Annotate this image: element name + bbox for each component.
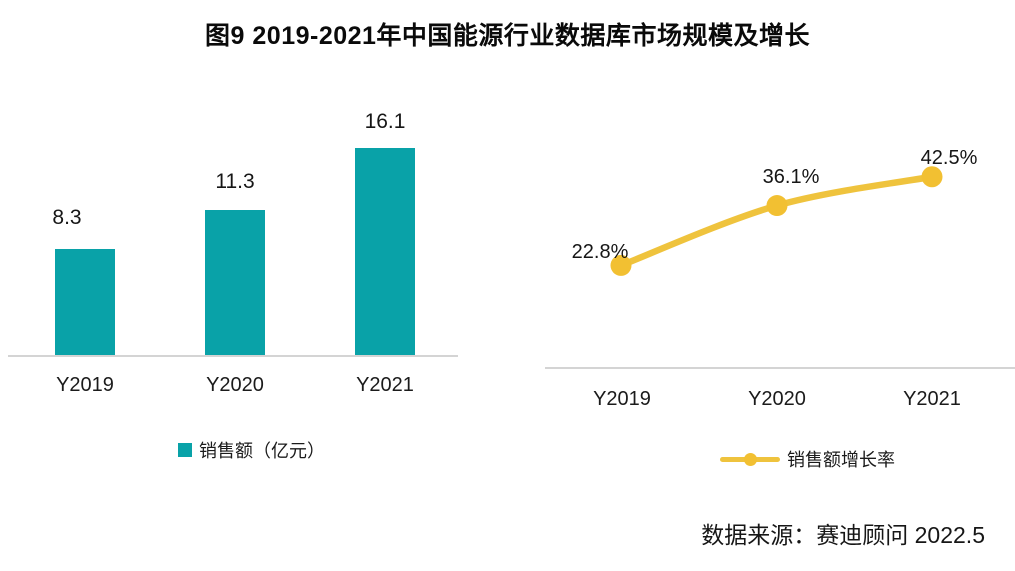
line-chart-axis-line (545, 367, 1015, 369)
line-xtick-y2019: Y2019 (593, 388, 651, 410)
growth-value-label: 22.8% (571, 241, 629, 263)
sales-legend-label: 销售额（亿元） (199, 441, 325, 461)
sales-legend: 销售额（亿元） (178, 437, 325, 463)
sales-bar-y2021 (355, 148, 415, 356)
sales-bar-y2020 (205, 210, 265, 356)
growth-value-label: 42.5% (920, 147, 978, 169)
bar-value-label: 8.3 (52, 206, 82, 229)
line-xtick-y2021: Y2021 (903, 388, 961, 410)
bar-xtick-y2021: Y2021 (356, 374, 414, 396)
growth-line (617, 173, 936, 269)
growth-legend-marker-icon (720, 452, 780, 467)
growth-marker (610, 254, 632, 276)
growth-legend: 销售额增长率 (720, 446, 895, 472)
sales-legend-swatch-icon (178, 443, 192, 457)
growth-marker (766, 195, 788, 217)
bar-xtick-y2020: Y2020 (206, 374, 264, 396)
data-source: 数据来源：赛迪顾问 2022.5 (701, 522, 985, 548)
bar-xtick-y2019: Y2019 (56, 374, 114, 396)
growth-marker (921, 166, 943, 188)
growth-value-label: 36.1% (762, 166, 820, 188)
growth-line-chart (610, 166, 943, 276)
bar-chart-axis-line (8, 355, 458, 357)
line-xtick-y2020: Y2020 (748, 388, 806, 410)
sales-bar-y2019 (55, 249, 115, 356)
figure-title: 图9 2019-2021年中国能源行业数据库市场规模及增长 (205, 22, 810, 50)
growth-legend-label: 销售额增长率 (787, 450, 895, 470)
bar-value-label: 11.3 (215, 170, 255, 193)
bar-value-label: 16.1 (364, 110, 406, 133)
growth-markers (610, 166, 943, 276)
